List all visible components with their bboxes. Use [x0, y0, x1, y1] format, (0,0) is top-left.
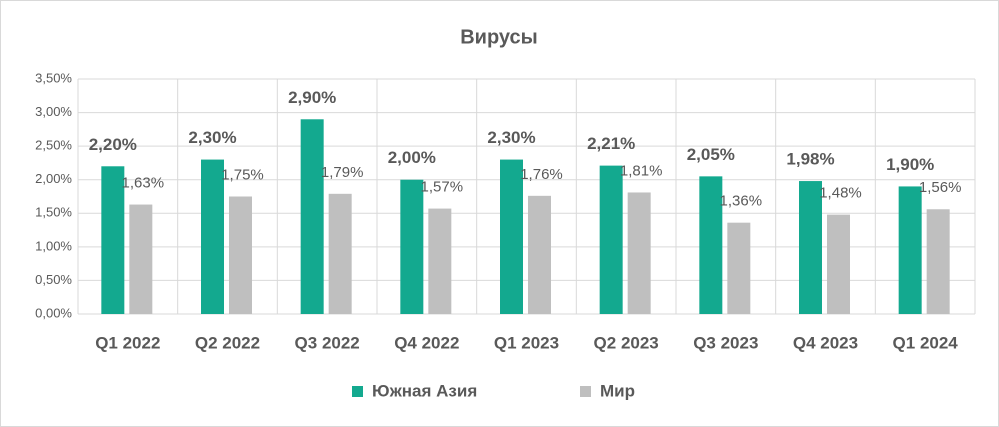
- data-label: 2,21%: [587, 134, 635, 153]
- data-label: 1,57%: [421, 179, 464, 196]
- x-tick-label: Q4 2022: [394, 333, 459, 352]
- bar: [500, 159, 523, 314]
- bar: [627, 192, 651, 314]
- bar: [599, 165, 623, 314]
- y-tick-label: 0,00%: [35, 305, 72, 320]
- data-label: 2,30%: [487, 128, 535, 147]
- bar: [101, 166, 125, 314]
- legend-label: Мир: [600, 381, 635, 400]
- x-tick-label: Q3 2022: [295, 333, 360, 352]
- bar: [528, 195, 551, 314]
- data-label: 2,05%: [687, 145, 735, 164]
- bar: [300, 119, 324, 315]
- y-tick-label: 2,00%: [35, 171, 72, 186]
- y-tick-label: 1,00%: [35, 238, 72, 253]
- y-tick-label: 0,50%: [35, 272, 72, 287]
- x-tick-label: Q1 2022: [95, 333, 160, 352]
- data-label: 1,76%: [520, 166, 563, 183]
- data-label: 1,90%: [886, 155, 934, 174]
- bar: [898, 186, 922, 314]
- data-label: 1,36%: [720, 193, 763, 210]
- bar: [229, 196, 252, 314]
- y-tick-label: 1,50%: [35, 205, 72, 220]
- y-tick-label: 2,50%: [35, 138, 72, 153]
- bar: [699, 176, 723, 314]
- data-label: 1,63%: [122, 175, 165, 192]
- data-label: 1,79%: [321, 164, 364, 181]
- data-label: 1,56%: [919, 179, 962, 196]
- data-label: 1,48%: [819, 185, 862, 202]
- bar: [799, 181, 822, 314]
- data-label: 2,00%: [388, 148, 436, 167]
- x-tick-label: Q1 2024: [893, 333, 959, 352]
- bar: [727, 222, 751, 314]
- x-tick-label: Q2 2022: [195, 333, 260, 352]
- x-tick-label: Q3 2023: [693, 333, 758, 352]
- data-label: 2,30%: [188, 128, 236, 147]
- data-label: 1,98%: [786, 150, 834, 169]
- bar: [400, 179, 424, 314]
- chart-title: Вирусы: [460, 26, 538, 48]
- x-tick-label: Q2 2023: [594, 333, 659, 352]
- data-label: 1,81%: [620, 162, 663, 179]
- x-tick-label: Q1 2023: [494, 333, 559, 352]
- x-tick-label: Q4 2023: [793, 333, 858, 352]
- data-label: 2,20%: [89, 135, 137, 154]
- legend-swatch: [352, 386, 363, 397]
- y-tick-label: 3,00%: [35, 104, 72, 119]
- bar: [129, 204, 153, 314]
- legend-swatch: [580, 386, 591, 397]
- bar: [201, 159, 224, 314]
- bar: [827, 214, 850, 314]
- data-label: 2,90%: [288, 88, 336, 107]
- bar: [428, 208, 452, 314]
- bar: [926, 209, 950, 314]
- y-tick-label: 3,50%: [35, 70, 72, 85]
- data-label: 1,75%: [221, 166, 264, 183]
- bar: [328, 193, 352, 314]
- legend-label: Южная Азия: [372, 381, 477, 400]
